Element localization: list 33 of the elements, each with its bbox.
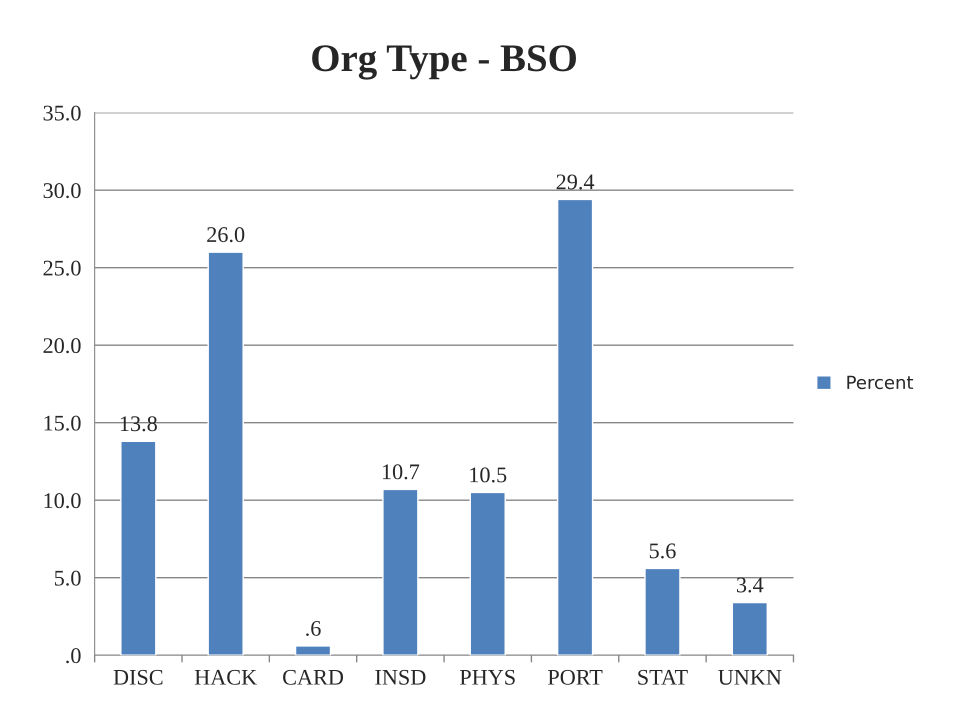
y-tick-label: 15.0 bbox=[44, 416, 81, 431]
x-tick-label: HACK bbox=[194, 670, 257, 685]
x-tick-label: STAT bbox=[638, 670, 688, 685]
bar bbox=[382, 488, 419, 656]
text: 10.7 bbox=[382, 464, 420, 480]
text: 10.5 bbox=[470, 467, 506, 482]
text: 3.4 bbox=[736, 578, 764, 593]
bar bbox=[470, 492, 506, 656]
text: 5.6 bbox=[650, 543, 676, 558]
bar bbox=[556, 198, 594, 656]
x-tick-label: PHYS bbox=[460, 670, 515, 685]
y-tick-label: 25.0 bbox=[44, 260, 81, 276]
text: .6 bbox=[306, 620, 321, 636]
x-tick-label: DISC bbox=[114, 670, 162, 685]
x-tick-label: CARD bbox=[283, 670, 344, 685]
bar bbox=[294, 645, 332, 656]
y-tick-label: 20.0 bbox=[44, 338, 81, 354]
y-tick-label: 5.0 bbox=[54, 570, 81, 586]
text: 29.4 bbox=[556, 174, 594, 190]
bar bbox=[732, 602, 768, 656]
y-tick-label: 30.0 bbox=[44, 183, 81, 198]
x-tick-label: UNKN bbox=[718, 670, 782, 685]
text: 26.0 bbox=[207, 227, 244, 242]
bar bbox=[120, 440, 156, 656]
y-tick-label: 10.0 bbox=[44, 493, 81, 508]
legend-label: Percent bbox=[847, 376, 914, 390]
bar bbox=[644, 568, 681, 656]
chart-title: Org Type - BSO bbox=[312, 45, 576, 80]
x-tick-label: INSD bbox=[375, 670, 426, 685]
bar bbox=[208, 251, 244, 656]
y-tick-label: 35.0 bbox=[44, 106, 81, 121]
y-tick-label: .0 bbox=[66, 648, 81, 664]
x-tick-label: PORT bbox=[548, 670, 602, 685]
